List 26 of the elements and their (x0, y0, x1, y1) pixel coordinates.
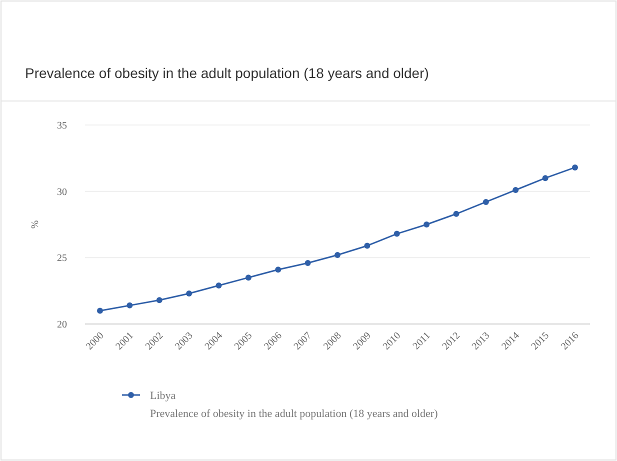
point (512, 187, 519, 194)
point (186, 290, 192, 296)
y-tick-label: 20 (57, 320, 67, 330)
point (542, 175, 548, 182)
text: Prevalence of obesity in the adult population (18 years and older) (150, 408, 438, 420)
y-tick-label: 30 (57, 186, 67, 198)
x-tick-label: 2011 (411, 330, 433, 352)
legend-label: Libya (150, 390, 176, 402)
point (482, 198, 489, 205)
point (156, 297, 162, 304)
point (216, 282, 222, 289)
point (97, 308, 103, 314)
y-axis-title: % (30, 220, 41, 229)
y-tick-label: 25 (57, 253, 67, 264)
chart-title: Prevalence of obesity in the adult population (18 years and older) (25, 65, 429, 81)
y-tick-label: 35 (57, 120, 67, 132)
point (126, 302, 133, 308)
point (304, 260, 311, 266)
point (334, 252, 340, 258)
point (275, 266, 282, 273)
point (572, 164, 578, 170)
point (245, 274, 252, 281)
point (364, 242, 370, 249)
point (453, 210, 460, 217)
point (394, 230, 400, 237)
point (424, 222, 430, 228)
